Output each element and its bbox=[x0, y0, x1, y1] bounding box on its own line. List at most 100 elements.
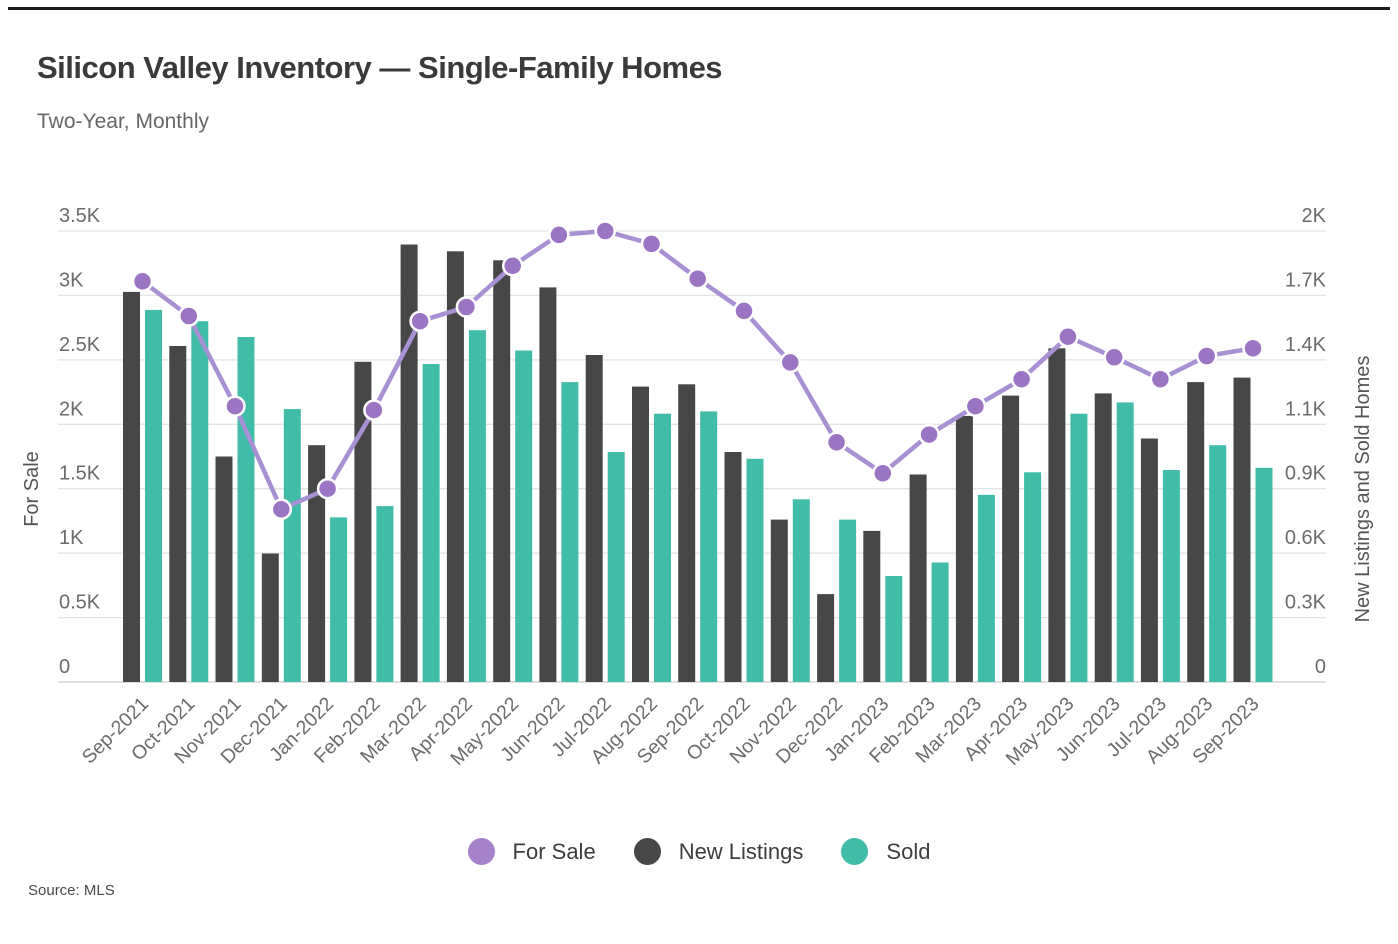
new-listings-bar bbox=[632, 386, 649, 682]
sold-bar bbox=[145, 309, 162, 682]
sold-bar bbox=[561, 382, 579, 682]
chart-title: Silicon Valley Inventory — Single-Family… bbox=[37, 50, 723, 85]
for-sale-point bbox=[316, 477, 339, 500]
right-axis-tick: 1.1K bbox=[1285, 398, 1327, 420]
right-axis-title: New Listings and Sold Homes bbox=[1352, 356, 1374, 623]
legend-label-for-sale: For Sale bbox=[512, 838, 596, 864]
right-axis-tick: 2K bbox=[1302, 205, 1327, 227]
right-axis-tick: 0 bbox=[1315, 656, 1326, 678]
for-sale-point bbox=[872, 462, 894, 485]
source-note: Source: MLS bbox=[28, 882, 115, 899]
new-listings-bar bbox=[585, 355, 603, 682]
legend-item-for-sale[interactable]: For Sale bbox=[467, 838, 596, 865]
new-listings-bar bbox=[261, 553, 279, 682]
new-listings-bar bbox=[1140, 438, 1158, 682]
new-listings-bar bbox=[400, 244, 418, 682]
for-sale-point bbox=[825, 431, 848, 454]
new-listings-bar bbox=[539, 287, 557, 682]
for-sale-point bbox=[918, 423, 940, 446]
new-listings-bar bbox=[678, 384, 696, 682]
left-axis-tick: 0 bbox=[59, 656, 70, 678]
sold-bar bbox=[1255, 467, 1273, 682]
sold-bar bbox=[422, 364, 440, 682]
new-listings-bar bbox=[1187, 382, 1205, 682]
sold-bar bbox=[1024, 472, 1042, 682]
new-listings-bar bbox=[1002, 395, 1020, 682]
for-sale-point bbox=[270, 498, 293, 521]
chart-subtitle: Two-Year, Monthly bbox=[37, 110, 209, 133]
new-listings-bar bbox=[863, 530, 881, 682]
for-sale-point bbox=[1149, 368, 1172, 390]
new-listings-bar bbox=[215, 456, 233, 682]
left-axis-tick: 3K bbox=[59, 269, 84, 291]
for-sale-point bbox=[779, 351, 802, 374]
right-axis-tick: 1.4K bbox=[1285, 334, 1327, 356]
for-sale-point bbox=[1057, 325, 1079, 348]
legend-item-sold[interactable]: Sold bbox=[841, 838, 930, 865]
for-sale-point bbox=[733, 300, 755, 322]
for-sale-point bbox=[1010, 368, 1033, 390]
sold-bar bbox=[931, 562, 949, 682]
sold-bar bbox=[515, 350, 533, 682]
for-sale-point bbox=[1242, 337, 1264, 360]
for-sale-point bbox=[686, 267, 709, 290]
right-axis-tick: 0.3K bbox=[1285, 592, 1327, 614]
new-listings-bar bbox=[308, 445, 326, 682]
new-listings-bar bbox=[446, 251, 464, 683]
left-axis-tick: 0.5K bbox=[59, 592, 101, 614]
new-listings-bar bbox=[1094, 393, 1112, 682]
sold-bar bbox=[330, 517, 348, 682]
sold-bar bbox=[746, 458, 764, 682]
top-divider bbox=[8, 7, 1390, 10]
new-listings-bar bbox=[169, 346, 187, 682]
new-listings-bar bbox=[1048, 348, 1066, 682]
for-sale-point bbox=[594, 220, 616, 242]
new-listings-bar bbox=[1233, 377, 1251, 682]
for-sale-point bbox=[409, 310, 431, 332]
right-axis-tick: 0.9K bbox=[1285, 463, 1327, 485]
sold-bar bbox=[607, 452, 625, 682]
sold-bar bbox=[237, 337, 255, 682]
for-sale-point bbox=[363, 399, 385, 421]
right-axis-tick: 1.7K bbox=[1285, 269, 1327, 291]
sold-bar bbox=[1116, 402, 1134, 682]
sold-bar bbox=[468, 330, 486, 682]
for-sale-point bbox=[1103, 346, 1125, 369]
left-axis-title: For Sale bbox=[21, 451, 43, 527]
sold-bar bbox=[1070, 413, 1088, 682]
new-listings-bar bbox=[354, 361, 372, 682]
left-axis-tick: 2.5K bbox=[59, 334, 101, 356]
sold-bar bbox=[191, 321, 209, 682]
new-listings-bar bbox=[123, 291, 140, 682]
for-sale-point bbox=[224, 395, 246, 417]
left-axis-tick: 2K bbox=[59, 398, 84, 420]
for-sale-swatch-icon bbox=[467, 838, 495, 865]
new-listings-bar bbox=[770, 519, 788, 682]
new-listings-swatch-icon bbox=[633, 838, 661, 865]
new-listings-bar bbox=[724, 452, 742, 682]
right-axis-tick: 0.6K bbox=[1285, 527, 1327, 549]
sold-swatch-icon bbox=[841, 838, 869, 865]
sold-bar bbox=[977, 494, 995, 682]
for-sale-point bbox=[548, 224, 570, 246]
left-axis-tick: 1.5K bbox=[59, 463, 101, 485]
legend-item-new-listings[interactable]: New Listings bbox=[633, 838, 804, 865]
sold-bar bbox=[792, 499, 810, 682]
sold-bar bbox=[1162, 470, 1180, 682]
left-axis-tick: 1K bbox=[59, 527, 84, 549]
new-listings-bar bbox=[817, 594, 835, 682]
sold-bar bbox=[1209, 445, 1227, 682]
for-sale-point bbox=[131, 270, 154, 293]
sold-bar bbox=[376, 506, 394, 682]
for-sale-point bbox=[640, 233, 663, 255]
left-axis-tick: 3.5K bbox=[59, 205, 101, 227]
for-sale-point bbox=[1195, 345, 1218, 367]
for-sale-point bbox=[178, 305, 200, 327]
sold-bar bbox=[839, 519, 857, 682]
new-listings-bar bbox=[909, 474, 927, 682]
legend-label-new-listings: New Listings bbox=[678, 838, 804, 864]
for-sale-point bbox=[455, 296, 478, 318]
sold-bar bbox=[654, 413, 671, 682]
